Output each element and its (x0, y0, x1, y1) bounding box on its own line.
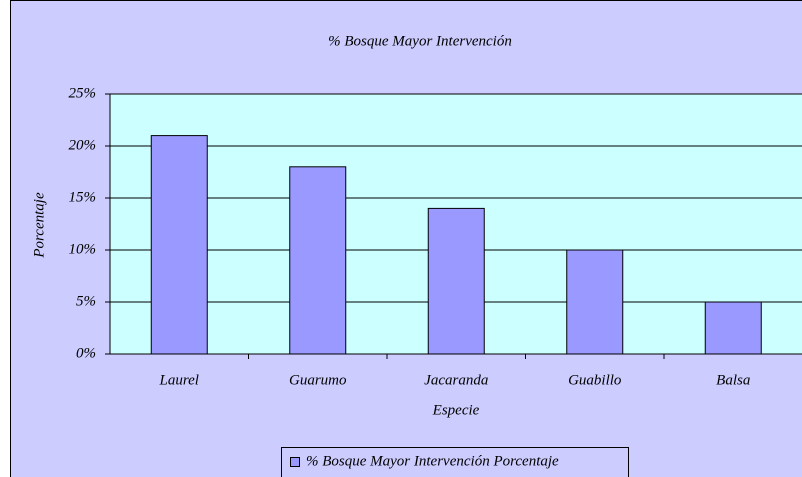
bar (704, 301, 762, 355)
chart-title: % Bosque Mayor Intervención (328, 33, 512, 49)
x-tick-label: Guarumo (289, 372, 347, 388)
legend-swatch (290, 457, 300, 467)
y-tick-label: 15% (69, 189, 97, 205)
legend-box (281, 447, 629, 477)
x-tick-label: Jacaranda (424, 372, 488, 388)
y-tick-label: 25% (69, 85, 97, 101)
x-tick-label: Guabillo (568, 372, 622, 388)
x-axis-title: Especie (432, 402, 480, 418)
bar (289, 166, 347, 355)
bar (427, 207, 485, 355)
bar (566, 249, 624, 355)
x-tick-label: Laurel (159, 372, 199, 388)
legend-label: % Bosque Mayor Intervención Porcentaje (306, 453, 559, 469)
y-axis-title: Porcentaje (31, 192, 47, 259)
y-tick-label: 5% (76, 293, 96, 309)
y-tick-label: 20% (69, 137, 97, 153)
bar (150, 135, 208, 355)
y-tick-label: 0% (76, 345, 96, 361)
x-tick-label: Balsa (716, 372, 750, 388)
y-tick-label: 10% (69, 241, 97, 257)
